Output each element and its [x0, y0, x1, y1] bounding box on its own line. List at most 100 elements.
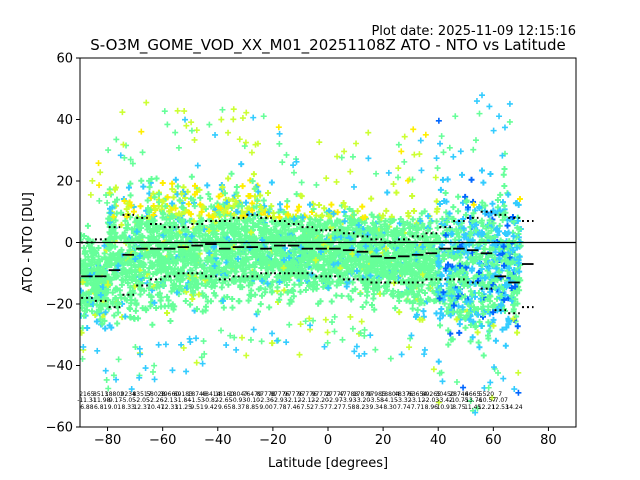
scatter-point [249, 207, 256, 214]
scatter-point [265, 271, 272, 278]
scatter-point [198, 208, 205, 215]
scatter-point [196, 212, 203, 219]
scatter-point [111, 236, 118, 243]
scatter-point [261, 224, 268, 231]
scatter-point [405, 177, 412, 184]
scatter-point [486, 310, 493, 317]
scatter-point [81, 248, 88, 255]
scatter-point [370, 285, 377, 292]
scatter-point [343, 265, 350, 272]
scatter-point [475, 231, 482, 238]
scatter-point [313, 181, 320, 188]
scatter-point [376, 240, 383, 247]
scatter-point [200, 292, 207, 299]
scatter-point [490, 322, 497, 329]
scatter-point [191, 182, 198, 189]
scatter-point [191, 136, 198, 143]
scatter-point [112, 285, 119, 292]
scatter-point [225, 281, 232, 288]
scatter-point [329, 319, 335, 326]
scatter-point [89, 308, 96, 315]
scatter-point [340, 200, 347, 207]
scatter-point [407, 221, 414, 228]
scatter-point [368, 302, 375, 309]
scatter-point [401, 133, 408, 140]
bin-count-label: 9234 [121, 391, 136, 398]
scatter-point [470, 318, 477, 325]
scatter-point [330, 231, 337, 238]
scatter-point [401, 271, 408, 278]
scatter-point [480, 223, 487, 230]
scatter-point [463, 313, 470, 320]
scatter-point [414, 306, 421, 313]
scatter-point [203, 246, 210, 253]
scatter-point [490, 316, 497, 323]
scatter-point [370, 235, 377, 242]
scatter-point [89, 256, 96, 263]
scatter-point [236, 136, 243, 143]
bin-count-label: 87778 [256, 391, 275, 398]
scatter-point [174, 256, 181, 263]
scatter-point [288, 234, 295, 241]
scatter-point [514, 323, 521, 330]
scatter-point [268, 179, 275, 186]
scatter-point [122, 217, 129, 224]
scatter-point [335, 259, 342, 266]
scatter-point [361, 219, 368, 226]
scatter-point [239, 260, 246, 267]
scatter-point [169, 367, 176, 374]
scatter-point [384, 259, 391, 266]
bin-mean-label: -0.82 [203, 397, 219, 404]
scatter-point [170, 219, 177, 226]
scatter-point [373, 247, 380, 254]
scatter-point [128, 202, 135, 209]
scatter-point [440, 289, 447, 296]
bin-mean-label: -2.05 [134, 397, 150, 404]
bin-std-label: 7.52 [301, 404, 315, 411]
scatter-point [257, 301, 264, 308]
scatter-point [490, 207, 497, 214]
scatter-point [441, 198, 448, 205]
scatter-point [164, 293, 171, 300]
scatter-point [138, 224, 145, 231]
bin-std-label: 8.30 [383, 404, 397, 411]
scatter-point [85, 253, 92, 260]
scatter-point [107, 230, 114, 237]
scatter-point [499, 250, 506, 257]
scatter-point [436, 238, 443, 245]
scatter-point [274, 238, 281, 245]
scatter-point [478, 236, 485, 243]
scatter-point [329, 278, 336, 285]
bin-mean-label: -0.10 [244, 397, 260, 404]
scatter-point [80, 329, 85, 336]
scatter-point [182, 226, 189, 233]
scatter-point [392, 269, 399, 276]
scatter-point [255, 220, 262, 227]
scatter-point [151, 362, 158, 369]
scatter-point [502, 292, 509, 299]
scatter-point [338, 154, 345, 161]
scatter-point [349, 325, 356, 332]
scatter-point [349, 287, 356, 294]
scatter-point [293, 191, 300, 198]
scatter-point [198, 354, 205, 361]
scatter-point [455, 229, 462, 236]
scatter-point [299, 273, 306, 280]
scatter-point [248, 287, 255, 294]
scatter-point [178, 204, 185, 211]
scatter-point [154, 278, 161, 285]
scatter-point [501, 183, 508, 190]
scatter-point [490, 127, 497, 134]
scatter-point [497, 191, 504, 198]
scatter-point [485, 265, 492, 272]
scatter-point [392, 229, 399, 236]
scatter-point [368, 195, 375, 202]
scatter-point [286, 321, 293, 328]
scatter-point [468, 267, 475, 274]
scatter-point [510, 247, 517, 254]
scatter-point [453, 316, 460, 323]
bin-mean-label: -2.97 [327, 397, 343, 404]
scatter-point [118, 294, 125, 301]
scatter-point [410, 285, 417, 292]
scatter-point [512, 283, 519, 290]
